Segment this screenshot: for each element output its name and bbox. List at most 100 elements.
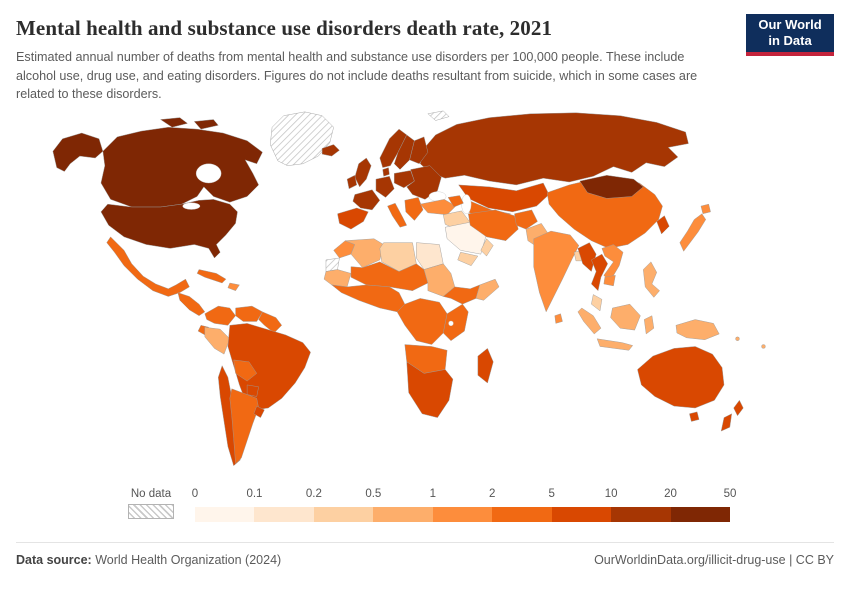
map-region-italy[interactable]	[387, 202, 408, 228]
map-region-central-america[interactable]	[177, 292, 206, 316]
map-region-west-africa[interactable]	[330, 284, 406, 312]
map-region-philippines[interactable]	[643, 261, 660, 298]
caspian-sea	[461, 194, 472, 214]
legend-color-bin[interactable]	[195, 506, 255, 522]
legend-tick-label: 5	[548, 487, 555, 500]
map-region-iberia[interactable]	[337, 207, 369, 230]
map-region-eastern-europe[interactable]	[406, 165, 442, 200]
map-region-central-africa[interactable]	[396, 298, 448, 345]
map-region-afghanistan[interactable]	[514, 209, 538, 230]
owid-logo-line1: Our World	[758, 16, 822, 32]
map-region-australia[interactable]	[637, 346, 725, 409]
legend-tick-label: 10	[604, 487, 618, 500]
map-region-india[interactable]	[533, 230, 580, 313]
legend-colorbar-segments	[195, 506, 730, 522]
legend-color-bin[interactable]	[670, 506, 730, 522]
legend-color-bin[interactable]	[492, 506, 552, 522]
data-source-label: Data source:	[16, 552, 92, 567]
map-region-balkans[interactable]	[404, 197, 424, 221]
map-region-poland[interactable]	[394, 170, 415, 188]
legend-color-bin[interactable]	[432, 506, 493, 522]
legend-tick-label: 0.5	[365, 487, 382, 500]
map-region-japan-hokkaido[interactable]	[700, 203, 711, 214]
map-region-ethiopia[interactable]	[442, 284, 481, 305]
map-region-myanmar[interactable]	[577, 242, 597, 272]
map-region-united-kingdom[interactable]	[354, 157, 372, 188]
map-region-greenland[interactable]	[269, 111, 334, 166]
map-region-turkey[interactable]	[419, 198, 457, 215]
map-region-thailand[interactable]	[591, 253, 608, 292]
map-region-colombia[interactable]	[204, 305, 236, 326]
lake-victoria	[448, 320, 454, 326]
map-region-new-zealand-south[interactable]	[720, 413, 733, 432]
map-region-canada-arctic-2[interactable]	[193, 119, 219, 130]
map-region-yemen[interactable]	[457, 251, 479, 266]
legend-tick-label: 0.2	[305, 487, 322, 500]
map-region-bolivia[interactable]	[233, 359, 258, 382]
map-region-ireland[interactable]	[346, 174, 357, 189]
map-region-central-europe[interactable]	[375, 175, 395, 198]
legend-color-bin[interactable]	[611, 506, 671, 522]
map-region-cuba[interactable]	[196, 269, 227, 284]
legend-color-bin[interactable]	[254, 506, 314, 522]
map-region-mauritania[interactable]	[323, 269, 352, 287]
legend-color-bin[interactable]	[313, 506, 374, 522]
map-region-fiji[interactable]	[761, 344, 766, 349]
map-region-mongolia[interactable]	[579, 174, 644, 199]
chart-title: Mental health and substance use disorder…	[16, 16, 553, 40]
map-region-caucasus[interactable]	[447, 195, 464, 208]
map-region-saudi-arabia[interactable]	[444, 222, 487, 255]
legend-tick-label: 20	[664, 487, 677, 500]
map-region-venezuela[interactable]	[235, 305, 263, 322]
map-region-madagascar[interactable]	[477, 347, 494, 384]
map-region-canada[interactable]	[100, 126, 263, 208]
data-source-value: World Health Organization (2024)	[91, 552, 282, 567]
map-region-peru[interactable]	[204, 326, 231, 355]
map-region-solomon-islands[interactable]	[735, 336, 740, 341]
footer-link[interactable]: OurWorldinData.org/illicit-drug-use	[594, 552, 786, 567]
map-region-caribbean[interactable]	[227, 282, 240, 291]
map-region-uruguay[interactable]	[253, 405, 265, 418]
map-region-algeria[interactable]	[345, 238, 384, 268]
map-region-iran[interactable]	[468, 209, 519, 241]
footer-license[interactable]: CC BY	[795, 552, 834, 567]
map-region-japan[interactable]	[679, 213, 707, 252]
map-region-france[interactable]	[352, 189, 381, 211]
map-region-borneo[interactable]	[610, 303, 641, 331]
map-region-tasmania[interactable]	[689, 411, 700, 422]
map-region-svalbard[interactable]	[427, 110, 450, 121]
map-region-paraguay[interactable]	[246, 384, 259, 397]
map-region-east-africa[interactable]	[443, 303, 469, 341]
map-region-russia[interactable]	[419, 112, 689, 186]
map-region-malaysia[interactable]	[591, 294, 603, 312]
map-region-canada-arctic-1[interactable]	[159, 117, 188, 128]
map-region-finland[interactable]	[409, 136, 429, 164]
chart-footer: Data source: World Health Organization (…	[16, 541, 834, 567]
map-region-sumatra[interactable]	[577, 307, 602, 335]
map-region-iceland[interactable]	[321, 144, 340, 157]
owid-logo[interactable]: Our World in Data	[746, 14, 834, 56]
map-region-kazakhstan[interactable]	[458, 182, 550, 212]
map-region-united-states[interactable]	[100, 199, 238, 259]
legend-tick-label: 0	[191, 487, 199, 500]
owid-logo-line2: in Data	[768, 33, 812, 48]
map-region-argentina[interactable]	[229, 388, 259, 465]
map-region-java[interactable]	[596, 338, 634, 351]
map-region-denmark[interactable]	[382, 167, 390, 177]
map-region-cambodia[interactable]	[603, 274, 616, 287]
map-region-somalia[interactable]	[475, 278, 500, 301]
map-region-mexico[interactable]	[106, 236, 190, 297]
map-region-new-zealand-north[interactable]	[733, 399, 744, 416]
map-region-sulawesi[interactable]	[643, 315, 655, 335]
map-legend: No data 0 0.1 0.2 0.5 1 2 5 10 20 50	[16, 488, 834, 534]
map-region-new-guinea[interactable]	[675, 319, 720, 340]
map-region-alaska[interactable]	[52, 132, 104, 172]
map-region-southern-africa[interactable]	[406, 361, 454, 418]
map-region-korea[interactable]	[656, 215, 670, 235]
legend-color-bin[interactable]	[373, 506, 433, 522]
legend-no-data-swatch[interactable]	[128, 503, 174, 519]
chart-titles: Mental health and substance use disorder…	[16, 14, 734, 104]
map-region-sri-lanka[interactable]	[554, 313, 563, 324]
map-region-oman[interactable]	[480, 238, 494, 257]
legend-color-bin[interactable]	[551, 506, 612, 522]
